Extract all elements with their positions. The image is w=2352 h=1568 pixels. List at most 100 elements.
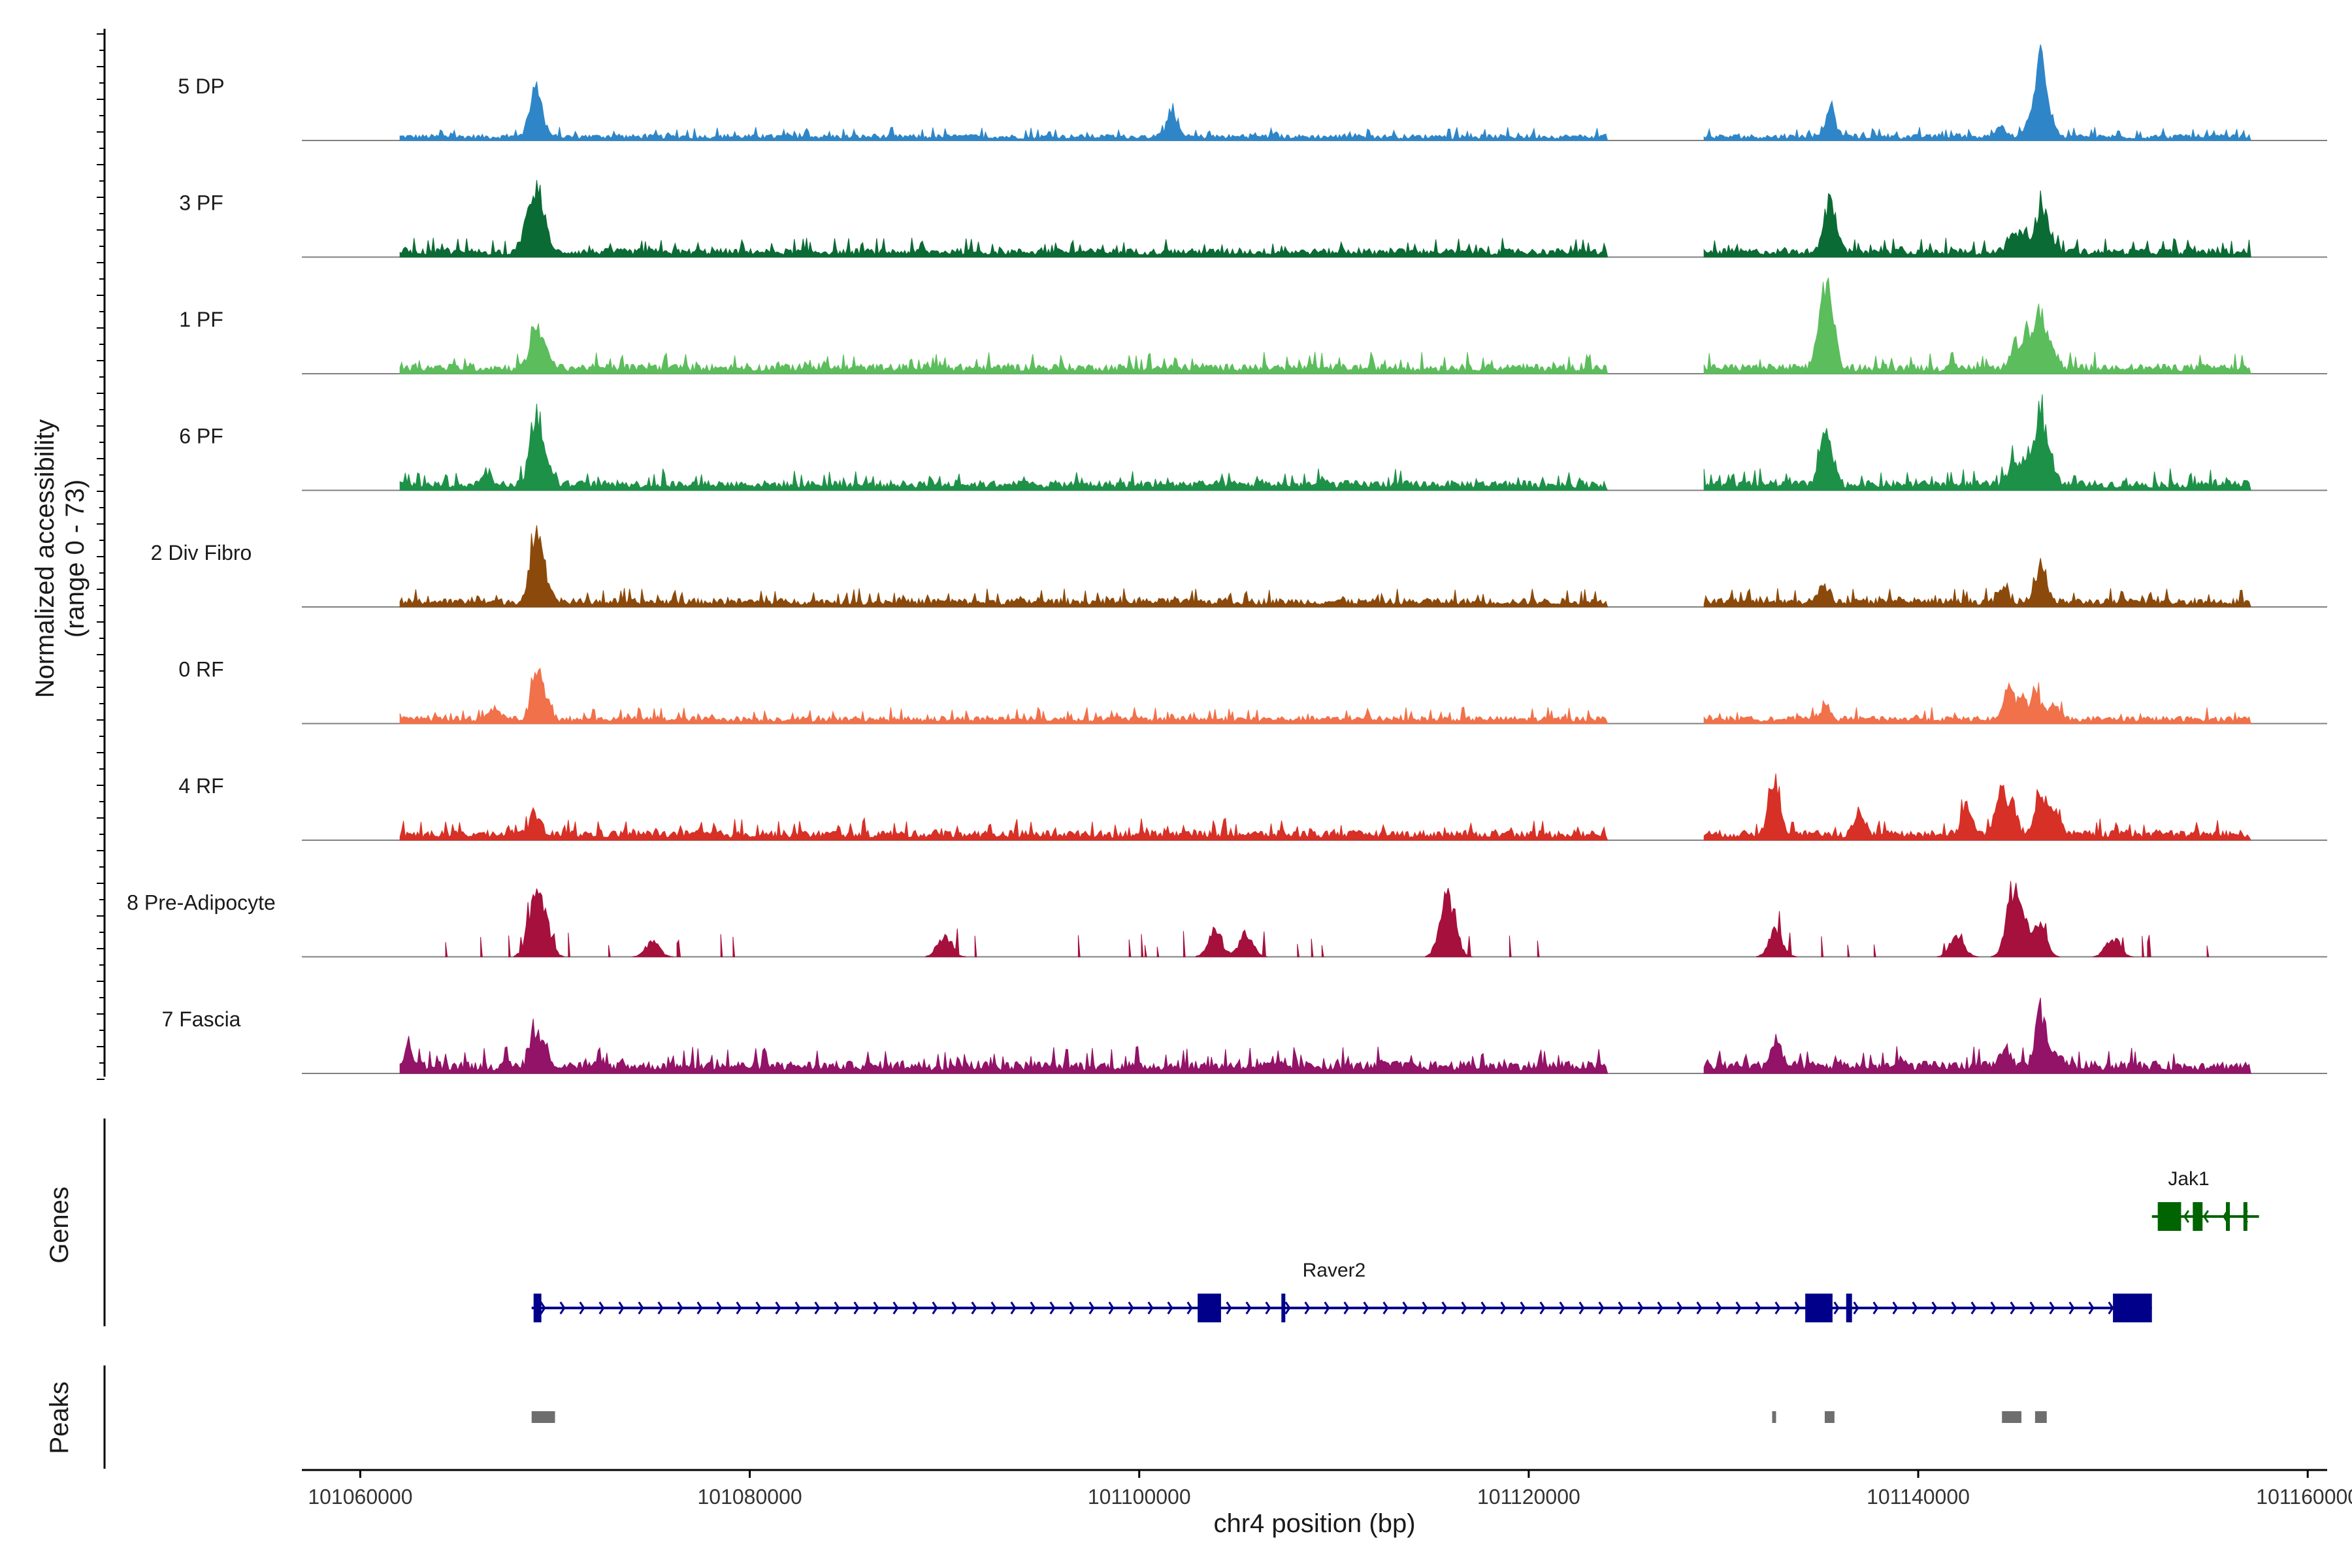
strand-arrow — [1049, 1301, 1056, 1315]
strand-arrow — [1324, 1301, 1330, 1315]
exon — [2193, 1202, 2203, 1231]
peak-block — [531, 1411, 555, 1423]
strand-arrow — [1402, 1301, 1409, 1315]
track-5-dp: 5 DP — [178, 44, 2327, 141]
strand-arrow — [1970, 1301, 1977, 1315]
gene-annotations: Raver2 Jak1 — [531, 1168, 2259, 1322]
strand-arrow — [1480, 1301, 1487, 1315]
track-1-pf: 1 PF — [179, 277, 2327, 374]
strand-arrow — [1010, 1301, 1017, 1315]
track-label: 8 Pre-Adipocyte — [127, 891, 276, 915]
strand-arrow — [1520, 1301, 1526, 1315]
strand-arrow — [1774, 1301, 1781, 1315]
strand-arrow — [1500, 1301, 1507, 1315]
strand-arrow — [1030, 1301, 1036, 1315]
strand-arrow — [540, 1301, 546, 1315]
coverage-y-ticks — [97, 33, 105, 1080]
strand-arrow — [1578, 1301, 1585, 1315]
strand-arrow — [598, 1301, 605, 1315]
strand-arrow — [2108, 1301, 2114, 1315]
peak-block — [1772, 1411, 1776, 1423]
track-7-fascia: 7 Fascia — [162, 998, 2327, 1074]
strand-arrow — [1363, 1301, 1369, 1315]
strand-arrow — [1265, 1301, 1271, 1315]
track-label: 0 RF — [178, 658, 223, 681]
strand-arrow — [2202, 1210, 2209, 1223]
strand-arrow — [1128, 1301, 1134, 1315]
strand-arrow — [2010, 1301, 2016, 1315]
exon — [533, 1294, 542, 1322]
strand-arrow — [1794, 1301, 1801, 1315]
y-axis-title: Normalized accessibility — [31, 419, 59, 698]
track-label: 5 DP — [178, 74, 224, 98]
strand-arrow — [657, 1301, 664, 1315]
track-label: 1 PF — [179, 308, 223, 331]
track-label: 4 RF — [178, 774, 223, 798]
strand-arrow — [814, 1301, 821, 1315]
track-label: 6 PF — [179, 425, 223, 448]
strand-arrow — [1833, 1301, 1840, 1315]
strand-arrow — [736, 1301, 742, 1315]
strand-arrow — [677, 1301, 683, 1315]
strand-arrow — [932, 1301, 938, 1315]
peak-block — [2034, 1411, 2047, 1423]
strand-arrow — [892, 1301, 899, 1315]
y-axis-title-line1: Normalized accessibility — [31, 419, 59, 698]
coverage-area — [399, 394, 2251, 491]
exon — [2226, 1202, 2230, 1231]
strand-arrow — [1088, 1301, 1095, 1315]
strand-arrow — [618, 1301, 625, 1315]
strand-arrow — [951, 1301, 958, 1315]
strand-arrow — [696, 1301, 703, 1315]
x-tick-label: 101120000 — [1477, 1485, 1580, 1509]
strand-arrow — [1245, 1301, 1252, 1315]
strand-arrow — [912, 1301, 919, 1315]
x-tick-label: 101160000 — [2256, 1485, 2352, 1509]
x-tick-label: 101060000 — [308, 1485, 412, 1509]
strand-arrow — [971, 1301, 977, 1315]
coverage-area — [399, 773, 2252, 841]
strand-arrow — [579, 1301, 585, 1315]
strand-arrow — [853, 1301, 860, 1315]
track-3-pf: 3 PF — [179, 180, 2327, 258]
track-8-pre-adipocyte: 8 Pre-Adipocyte — [127, 881, 2327, 958]
strand-arrow — [1186, 1301, 1193, 1315]
strand-arrow — [2183, 1210, 2189, 1223]
strand-arrow — [794, 1301, 801, 1315]
strand-arrow — [1147, 1301, 1154, 1315]
peak-block — [1824, 1411, 1835, 1423]
coverage-area — [445, 881, 2210, 957]
strand-arrow — [1716, 1301, 1722, 1315]
strand-arrow — [1069, 1301, 1075, 1315]
strand-arrow — [2049, 1301, 2055, 1315]
gene-raver2: Raver2 — [531, 1260, 2152, 1322]
strand-arrow — [873, 1301, 879, 1315]
strand-arrow — [1598, 1301, 1605, 1315]
coverage-area — [399, 44, 2251, 141]
gene-label: Jak1 — [2168, 1168, 2209, 1190]
x-tick-label: 101140000 — [1867, 1485, 1970, 1509]
exon — [2157, 1202, 2181, 1231]
coverage-area — [399, 277, 2251, 374]
strand-arrow — [1696, 1301, 1703, 1315]
x-axis-title: chr4 position (bp) — [1213, 1509, 1415, 1538]
strand-arrow — [1618, 1301, 1624, 1315]
track-6-pf: 6 PF — [179, 394, 2327, 491]
strand-arrow — [1853, 1301, 1859, 1315]
peaks-axis-title: Peaks — [45, 1381, 74, 1454]
strand-arrow — [1304, 1301, 1311, 1315]
strand-arrow — [1676, 1301, 1683, 1315]
strand-arrow — [1441, 1301, 1448, 1315]
coverage-area — [399, 525, 2251, 608]
strand-arrow — [638, 1301, 644, 1315]
exon — [1281, 1294, 1286, 1322]
strand-arrow — [559, 1301, 566, 1315]
strand-arrow — [1872, 1301, 1879, 1315]
x-tick-label: 101080000 — [697, 1485, 802, 1509]
strand-arrow — [1226, 1301, 1232, 1315]
strand-arrow — [834, 1301, 840, 1315]
track-label: 7 Fascia — [162, 1007, 241, 1031]
y-axis-range: (range 0 - 73) — [61, 480, 90, 638]
strand-arrow — [1539, 1301, 1546, 1315]
